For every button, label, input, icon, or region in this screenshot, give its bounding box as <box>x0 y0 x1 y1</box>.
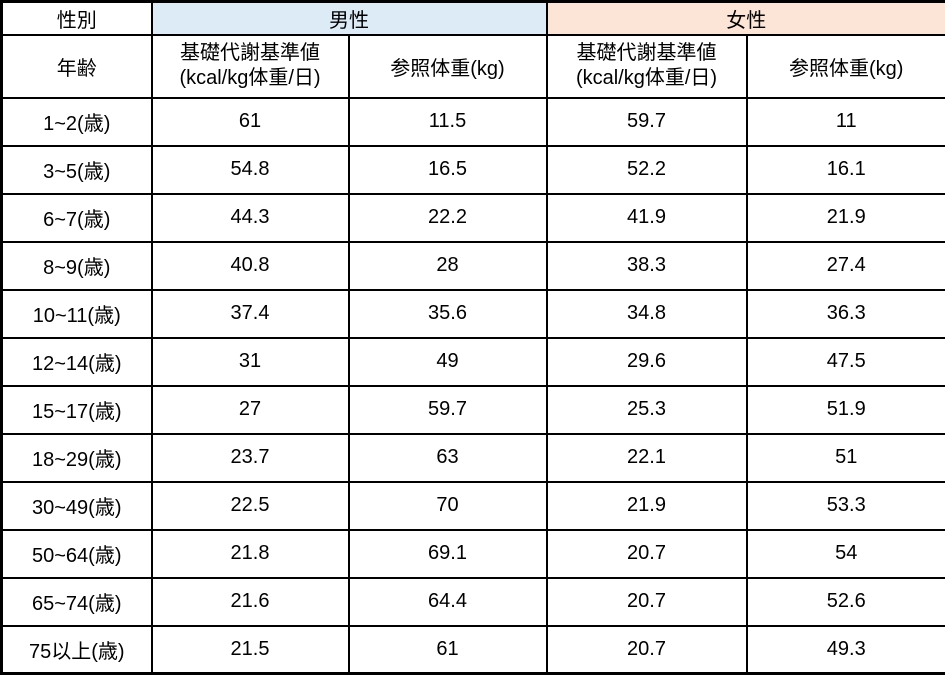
male-bmr-cell: 54.8 <box>152 146 349 194</box>
female-bmr-header-line2: (kcal/kg体重/日) <box>548 66 746 91</box>
female-bmr-header-line1: 基礎代謝基準値 <box>548 41 746 66</box>
table-row: 65~74(歳) 21.6 64.4 20.7 52.6 <box>2 578 945 626</box>
table-row: 8~9(歳) 40.8 28 38.3 27.4 <box>2 242 945 290</box>
male-weight-cell: 70 <box>349 482 547 530</box>
age-cell: 65~74(歳) <box>2 578 152 626</box>
column-header-row: 年齢 基礎代謝基準値 (kcal/kg体重/日) 参照体重(kg) 基礎代謝基準… <box>2 35 945 98</box>
female-bmr-cell: 38.3 <box>547 242 747 290</box>
male-bmr-cell: 27 <box>152 386 349 434</box>
table-row: 75以上(歳) 21.5 61 20.7 49.3 <box>2 626 945 674</box>
sex-header-cell: 性別 <box>2 2 152 35</box>
age-cell: 12~14(歳) <box>2 338 152 386</box>
female-bmr-cell: 22.1 <box>547 434 747 482</box>
female-bmr-cell: 20.7 <box>547 530 747 578</box>
male-bmr-cell: 21.6 <box>152 578 349 626</box>
table-row: 10~11(歳) 37.4 35.6 34.8 36.3 <box>2 290 945 338</box>
table-row: 12~14(歳) 31 49 29.6 47.5 <box>2 338 945 386</box>
male-weight-cell: 16.5 <box>349 146 547 194</box>
female-weight-cell: 16.1 <box>747 146 945 194</box>
age-cell: 10~11(歳) <box>2 290 152 338</box>
female-bmr-cell: 52.2 <box>547 146 747 194</box>
age-cell: 3~5(歳) <box>2 146 152 194</box>
table-row: 30~49(歳) 22.5 70 21.9 53.3 <box>2 482 945 530</box>
male-bmr-header-line1: 基礎代謝基準値 <box>153 41 348 66</box>
male-bmr-cell: 31 <box>152 338 349 386</box>
age-cell: 15~17(歳) <box>2 386 152 434</box>
age-column-header: 年齢 <box>2 35 152 98</box>
female-bmr-cell: 59.7 <box>547 98 747 146</box>
male-bmr-cell: 44.3 <box>152 194 349 242</box>
table-row: 6~7(歳) 44.3 22.2 41.9 21.9 <box>2 194 945 242</box>
female-weight-cell: 36.3 <box>747 290 945 338</box>
male-bmr-cell: 23.7 <box>152 434 349 482</box>
male-bmr-column-header: 基礎代謝基準値 (kcal/kg体重/日) <box>152 35 349 98</box>
female-bmr-cell: 25.3 <box>547 386 747 434</box>
female-weight-cell: 54 <box>747 530 945 578</box>
female-weight-column-header: 参照体重(kg) <box>747 35 945 98</box>
male-bmr-cell: 21.8 <box>152 530 349 578</box>
male-weight-cell: 11.5 <box>349 98 547 146</box>
male-weight-cell: 63 <box>349 434 547 482</box>
male-bmr-cell: 21.5 <box>152 626 349 674</box>
male-weight-cell: 22.2 <box>349 194 547 242</box>
female-weight-cell: 49.3 <box>747 626 945 674</box>
female-bmr-cell: 41.9 <box>547 194 747 242</box>
female-weight-cell: 11 <box>747 98 945 146</box>
male-weight-column-header: 参照体重(kg) <box>349 35 547 98</box>
male-weight-cell: 61 <box>349 626 547 674</box>
male-weight-cell: 69.1 <box>349 530 547 578</box>
female-weight-cell: 51 <box>747 434 945 482</box>
female-weight-cell: 27.4 <box>747 242 945 290</box>
female-bmr-cell: 20.7 <box>547 626 747 674</box>
female-weight-cell: 52.6 <box>747 578 945 626</box>
male-bmr-cell: 61 <box>152 98 349 146</box>
age-cell: 6~7(歳) <box>2 194 152 242</box>
male-weight-cell: 35.6 <box>349 290 547 338</box>
table-row: 18~29(歳) 23.7 63 22.1 51 <box>2 434 945 482</box>
age-cell: 1~2(歳) <box>2 98 152 146</box>
male-weight-cell: 59.7 <box>349 386 547 434</box>
female-bmr-cell: 29.6 <box>547 338 747 386</box>
female-bmr-cell: 34.8 <box>547 290 747 338</box>
male-bmr-header-line2: (kcal/kg体重/日) <box>153 66 348 91</box>
table-row: 1~2(歳) 61 11.5 59.7 11 <box>2 98 945 146</box>
age-cell: 30~49(歳) <box>2 482 152 530</box>
male-bmr-cell: 37.4 <box>152 290 349 338</box>
male-bmr-cell: 22.5 <box>152 482 349 530</box>
table-row: 3~5(歳) 54.8 16.5 52.2 16.1 <box>2 146 945 194</box>
female-weight-cell: 47.5 <box>747 338 945 386</box>
female-bmr-cell: 20.7 <box>547 578 747 626</box>
male-group-header: 男性 <box>152 2 547 35</box>
age-cell: 8~9(歳) <box>2 242 152 290</box>
table-row: 15~17(歳) 27 59.7 25.3 51.9 <box>2 386 945 434</box>
male-weight-cell: 64.4 <box>349 578 547 626</box>
age-cell: 50~64(歳) <box>2 530 152 578</box>
male-bmr-cell: 40.8 <box>152 242 349 290</box>
female-weight-cell: 21.9 <box>747 194 945 242</box>
female-bmr-cell: 21.9 <box>547 482 747 530</box>
female-weight-cell: 51.9 <box>747 386 945 434</box>
male-weight-cell: 28 <box>349 242 547 290</box>
female-bmr-column-header: 基礎代謝基準値 (kcal/kg体重/日) <box>547 35 747 98</box>
age-cell: 18~29(歳) <box>2 434 152 482</box>
male-weight-cell: 49 <box>349 338 547 386</box>
female-group-header: 女性 <box>547 2 945 35</box>
age-cell: 75以上(歳) <box>2 626 152 674</box>
sex-header-row: 性別 男性 女性 <box>2 2 945 35</box>
female-weight-cell: 53.3 <box>747 482 945 530</box>
table-row: 50~64(歳) 21.8 69.1 20.7 54 <box>2 530 945 578</box>
